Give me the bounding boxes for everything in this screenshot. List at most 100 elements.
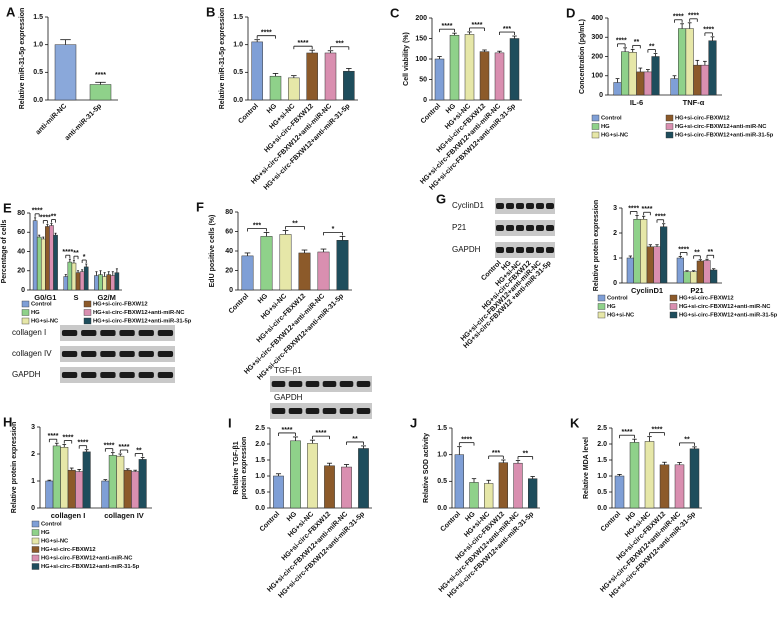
x-tick-label: anti-miR-31-5p xyxy=(64,103,103,142)
bar xyxy=(613,82,622,96)
y-tick-label: 2.5 xyxy=(255,425,265,432)
bar xyxy=(626,257,634,284)
blot-band xyxy=(61,330,78,336)
blot-band xyxy=(506,225,514,231)
legend-swatch xyxy=(665,131,674,139)
bar xyxy=(260,236,273,291)
x-tick-label: Control xyxy=(259,511,282,534)
significance: *** xyxy=(253,222,261,229)
significance: **** xyxy=(678,246,689,253)
bar xyxy=(484,483,494,509)
blot-band xyxy=(546,225,554,231)
bar xyxy=(45,480,54,509)
significance: **** xyxy=(48,433,59,440)
blot-band xyxy=(138,351,154,357)
blot-band xyxy=(271,381,286,387)
legend-swatch xyxy=(83,317,92,325)
legend-label: Control xyxy=(31,302,52,308)
legend-swatch xyxy=(669,294,678,302)
legend-swatch xyxy=(669,311,678,319)
lane-label: HG+si-circ-FBXW12+anti-miR-NC xyxy=(460,260,543,343)
significance: ** xyxy=(51,213,57,220)
blot-band xyxy=(356,408,371,414)
blot-strip xyxy=(60,325,175,341)
x-tick-label: P21 xyxy=(690,286,703,295)
y-tick-label: 0.5 xyxy=(233,69,243,76)
blot-strip xyxy=(60,346,175,362)
significance: **** xyxy=(298,40,309,47)
bar xyxy=(693,64,702,96)
bar xyxy=(676,257,684,284)
y-tick-label: 200 xyxy=(415,15,427,22)
x-tick-label: HG+si-circ-FBXW12+anti-miR-NC xyxy=(243,293,326,376)
bar xyxy=(251,41,263,101)
y-tick-label: 40 xyxy=(225,248,233,255)
y-tick-label: 1.0 xyxy=(437,452,447,459)
x-tick-label: anti-miR-NC xyxy=(35,103,69,137)
panel-letter: C xyxy=(390,5,400,20)
legend-swatch xyxy=(665,123,674,130)
bar xyxy=(660,226,668,284)
blot-band xyxy=(271,408,286,414)
y-tick-label: 1.5 xyxy=(437,425,447,432)
bar xyxy=(513,462,523,509)
x-tick-label: collagen I xyxy=(51,511,86,520)
x-tick-label: TNF-α xyxy=(683,98,705,107)
significance: **** xyxy=(703,27,714,34)
legend-swatch xyxy=(597,311,606,319)
legend-swatch xyxy=(21,300,30,308)
legend-label: Control xyxy=(41,522,62,528)
significance: **** xyxy=(32,208,43,215)
blot-band xyxy=(546,247,554,253)
blot-label: collagen I xyxy=(12,328,46,337)
y-tick-label: 20 xyxy=(225,267,233,274)
bar xyxy=(449,34,460,101)
significance: * xyxy=(332,226,335,233)
significance: *** xyxy=(503,26,511,33)
bar xyxy=(108,455,117,509)
y-tick-label: 0 xyxy=(21,287,25,294)
bar xyxy=(71,262,77,291)
legend-label: HG+si-circ-FBXW12+anti-miR-NC xyxy=(41,556,133,562)
legend-label: Control xyxy=(601,116,622,122)
bar xyxy=(102,276,107,291)
blot-strip xyxy=(495,220,555,236)
significance: ** xyxy=(352,436,358,443)
bar xyxy=(434,58,445,101)
x-tick-label: G2/M xyxy=(97,293,115,302)
bar xyxy=(528,478,538,509)
bar xyxy=(646,246,654,284)
x-tick-label: HG+si-circ-FBXW12+anti-miR-31-5p xyxy=(263,103,352,192)
bar xyxy=(63,276,69,291)
legend-swatch xyxy=(21,309,30,316)
bar xyxy=(273,475,284,509)
legend-label: HG xyxy=(31,310,40,316)
blot-band xyxy=(506,247,514,253)
y-tick-label: 2.0 xyxy=(597,441,607,448)
significance: ** xyxy=(292,220,298,227)
bar xyxy=(703,260,711,284)
blot-band xyxy=(138,330,154,336)
y-tick-label: 60 xyxy=(225,228,233,235)
blot-band xyxy=(506,203,514,209)
x-tick-label: Control xyxy=(440,511,463,534)
significance: **** xyxy=(688,13,699,20)
blot-band xyxy=(526,247,534,253)
blot-band xyxy=(536,203,544,209)
blot-band xyxy=(61,351,78,357)
y-tick-label: 0.0 xyxy=(597,505,607,512)
blot-label: CyclinD1 xyxy=(452,201,485,210)
panel-letter: I xyxy=(228,415,232,430)
bar xyxy=(317,251,330,291)
y-tick-label: 400 xyxy=(591,15,603,22)
bar xyxy=(678,28,687,96)
significance: *** xyxy=(336,41,344,48)
bar xyxy=(75,471,84,509)
significance: **** xyxy=(442,23,453,30)
bar xyxy=(700,64,709,96)
y-tick-label: 1.5 xyxy=(255,457,265,464)
y-tick-label: 1.0 xyxy=(597,473,607,480)
y-tick-label: 100 xyxy=(591,73,603,80)
y-axis-label: Percentage of cells xyxy=(1,219,8,283)
blot-strip xyxy=(495,198,555,214)
